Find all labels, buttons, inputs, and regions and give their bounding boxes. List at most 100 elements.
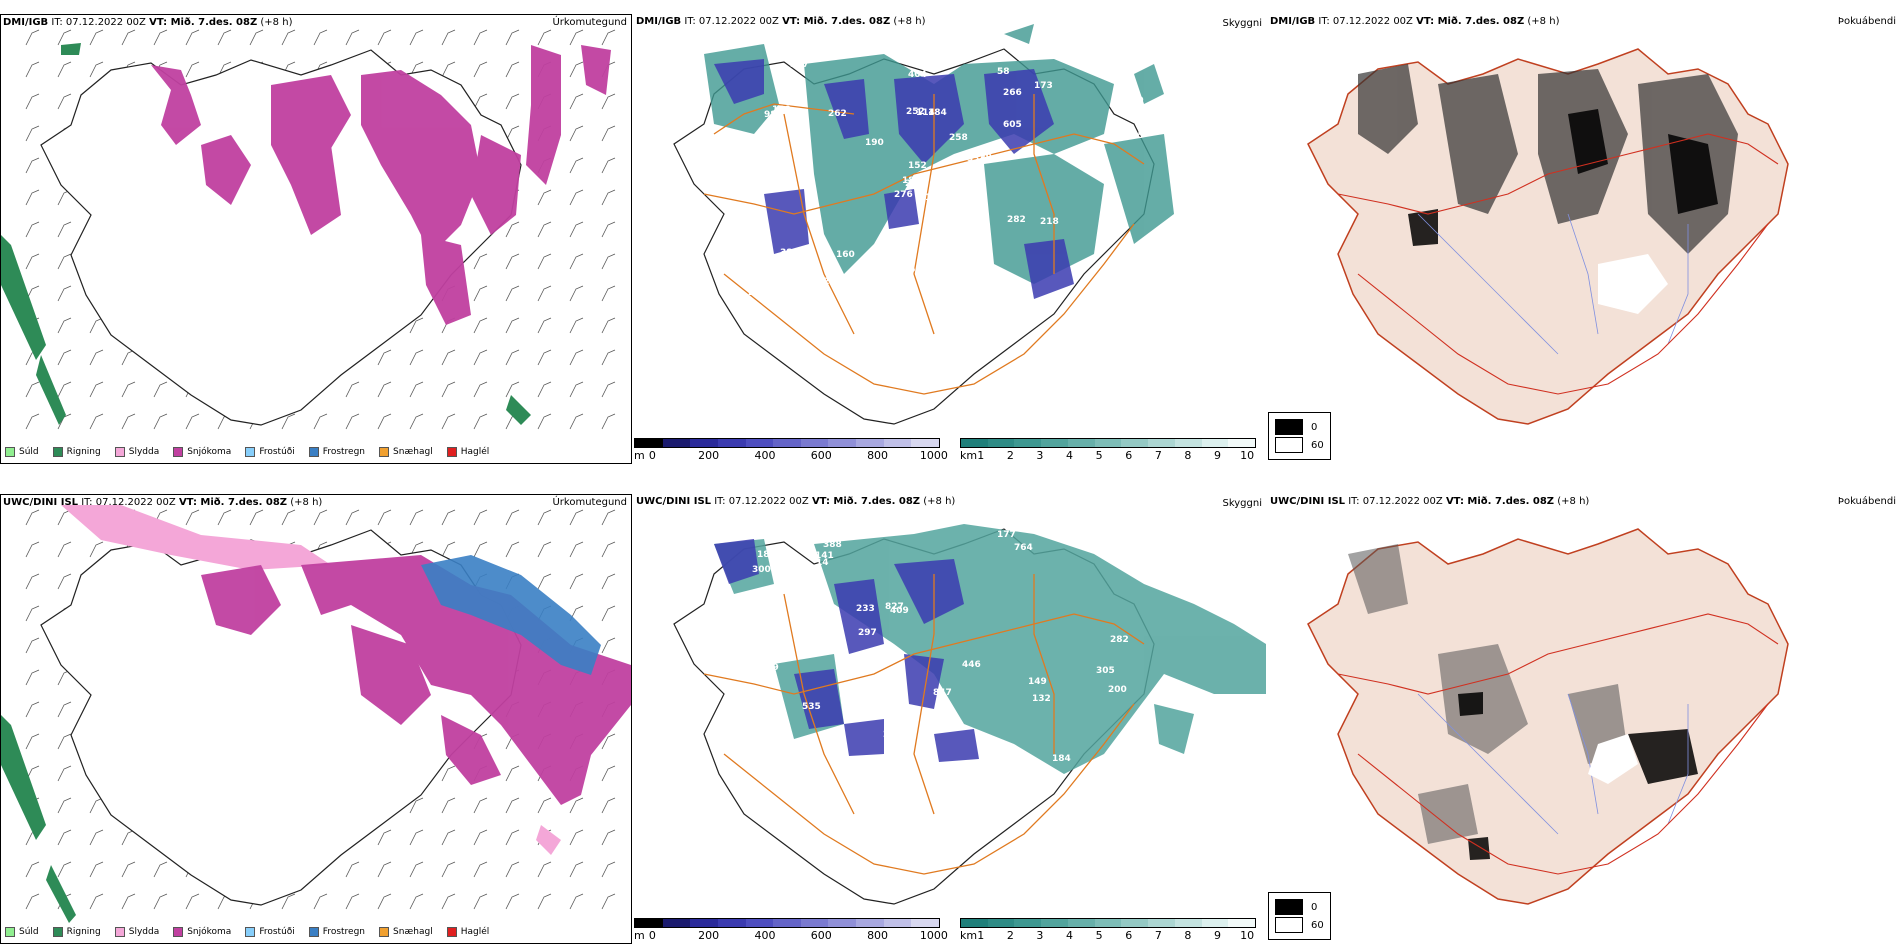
colorbar-cell <box>800 919 829 927</box>
legend-item: Snjókoma <box>173 927 231 937</box>
wind-barb <box>409 829 424 846</box>
wind-barb <box>505 29 520 46</box>
fog-map-top <box>1307 48 1789 425</box>
wind-barb <box>89 317 104 334</box>
wind-barb <box>505 93 520 110</box>
ceiling-label: 387 <box>780 248 799 258</box>
ceiling-label: 376 <box>973 151 992 161</box>
wind-barb <box>505 349 520 366</box>
fog-legend-label: 0 <box>1311 901 1318 913</box>
rain-areas-bottom <box>1 715 76 923</box>
model-label: DMI/IGB <box>636 16 682 27</box>
colorbar-cell <box>745 439 774 447</box>
colorbar-tick: 400 <box>754 449 776 462</box>
ceiling-label: 300 <box>766 162 785 172</box>
colorbar-cell <box>1174 919 1202 927</box>
colorbar-tick: 200 <box>698 929 720 942</box>
glacier-white-top <box>1598 254 1668 314</box>
wind-barb <box>89 861 104 878</box>
legend-label: Haglél <box>460 447 490 457</box>
ceiling-label: 109 <box>974 780 993 790</box>
wind-barb <box>601 733 616 750</box>
header-top-precip: DMI/IGB IT: 07.12.2022 00Z VT: Mið. 7.de… <box>3 17 292 28</box>
ceiling-label: 134 <box>752 654 771 664</box>
ceiling-colorbar-ticks: m 0 200 400 600 800 1000 <box>634 928 948 942</box>
wind-barb <box>569 829 584 846</box>
lead-time: (+8 h) <box>923 496 956 507</box>
ceiling-label: 543 <box>787 303 806 313</box>
wind-barb <box>57 29 72 46</box>
wind-barb <box>601 125 616 142</box>
wind-barb <box>25 861 40 878</box>
wind-barb <box>569 125 584 142</box>
fog-legend-bottom: 0 60 <box>1268 892 1331 940</box>
colorbar-cell <box>1067 919 1095 927</box>
legend-swatch <box>114 447 125 457</box>
wind-barb <box>441 829 456 846</box>
ceiling-label: 14 <box>816 558 829 568</box>
colorbar-tick: 3 <box>1036 449 1044 462</box>
wind-barb <box>409 797 424 814</box>
ceiling-label: 185 <box>757 550 776 560</box>
wind-barb <box>57 541 72 558</box>
freezing-rain-bottom <box>421 555 601 675</box>
wind-barb <box>601 157 616 174</box>
wind-barb <box>409 381 424 398</box>
precip-legend-bottom: Súld Rigning Slydda Snjókoma Frostúði Frostre… <box>5 927 489 937</box>
wind-barb <box>409 29 424 46</box>
wind-barb <box>25 573 40 590</box>
ceiling-label: 114 <box>916 108 935 118</box>
ceiling-label: 233 <box>856 604 875 614</box>
colorbar-tick: 1 <box>977 929 985 942</box>
ceiling-label: 449 <box>760 663 779 673</box>
wind-barb <box>313 509 328 526</box>
wind-barb <box>601 637 616 654</box>
wind-barb <box>25 189 40 206</box>
ceiling-label: 228 <box>883 730 902 740</box>
wind-barb <box>569 509 584 526</box>
wind-barb <box>345 381 360 398</box>
legend-swatch <box>308 447 319 457</box>
fog-dense-bottom <box>1458 692 1698 860</box>
visibility-colorbar-strip <box>960 918 1256 928</box>
legend-swatch <box>308 927 319 937</box>
colorbar-cell <box>1094 439 1122 447</box>
wind-barb <box>57 349 72 366</box>
wind-barb <box>473 861 488 878</box>
colorbar-tick: 0 <box>648 929 656 942</box>
wind-barb <box>569 157 584 174</box>
ceiling-label: 152 <box>908 161 927 171</box>
legend-label: Snæhagl <box>393 447 433 457</box>
legend-swatch <box>379 447 390 457</box>
wind-barb <box>505 381 520 398</box>
legend-item: Súld <box>5 447 39 457</box>
ceiling-label: 154 <box>903 265 922 275</box>
wind-barb <box>377 829 392 846</box>
wind-barb <box>505 765 520 782</box>
wind-barb <box>569 861 584 878</box>
wind-barb <box>569 381 584 398</box>
wind-barb <box>505 861 520 878</box>
wind-barb <box>25 669 40 686</box>
wind-barb <box>569 349 584 366</box>
ceiling-label: 184 <box>928 108 947 118</box>
wind-barb <box>57 861 72 878</box>
wind-barb <box>57 253 72 270</box>
colorbar-cell <box>1121 919 1149 927</box>
colorbar-cell <box>1174 439 1202 447</box>
wind-barb <box>537 29 552 46</box>
visibility-colorbar-top: km 1 2 3 4 5 6 7 8 9 10 <box>960 438 1256 462</box>
legend-swatch <box>173 927 184 937</box>
ceiling-label: 535 <box>802 702 821 712</box>
wind-barb <box>25 125 40 142</box>
ceiling-areas-top <box>714 59 1074 299</box>
wind-barb <box>441 29 456 46</box>
wind-barb <box>441 381 456 398</box>
colorbar-cell <box>1041 439 1068 447</box>
wind-barb <box>601 221 616 238</box>
colorbar-cell <box>1014 439 1042 447</box>
snow-areas-bottom <box>201 555 631 805</box>
ceiling-label: 305 <box>955 174 974 184</box>
ceiling-label: 173 <box>1034 81 1053 91</box>
lead-time: (+8 h) <box>1557 496 1590 507</box>
